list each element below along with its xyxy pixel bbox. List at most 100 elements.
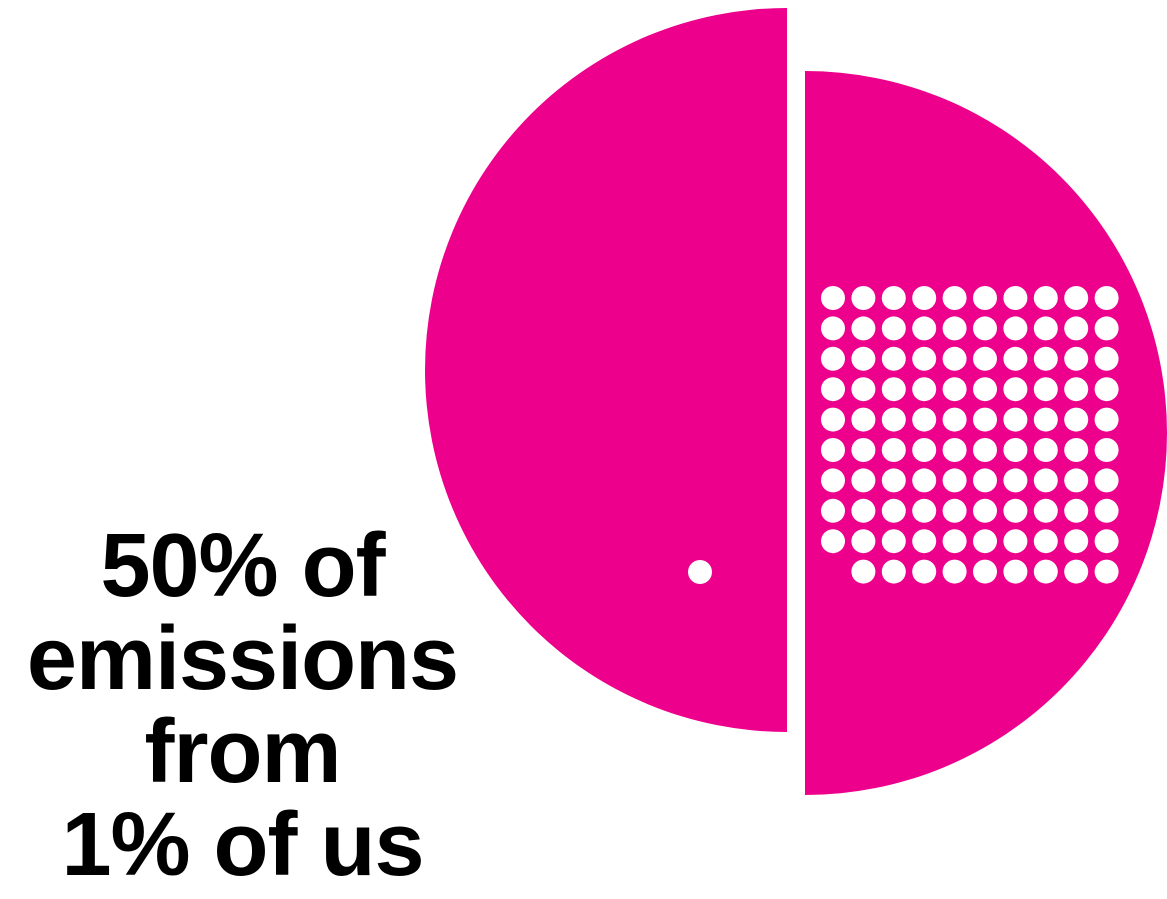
people-dots-top-1-percent xyxy=(688,560,712,584)
person-dot xyxy=(1003,408,1027,432)
person-dot xyxy=(943,377,967,401)
person-dot xyxy=(943,347,967,371)
person-dot xyxy=(943,286,967,310)
person-dot xyxy=(1003,347,1027,371)
person-dot xyxy=(851,560,875,584)
person-dot xyxy=(851,499,875,523)
person-dot xyxy=(1095,377,1119,401)
person-dot xyxy=(943,468,967,492)
person-dot xyxy=(973,499,997,523)
person-dot xyxy=(882,499,906,523)
person-dot xyxy=(1003,468,1027,492)
person-dot xyxy=(943,408,967,432)
person-dot xyxy=(882,316,906,340)
person-dot xyxy=(1064,468,1088,492)
person-dot xyxy=(851,316,875,340)
person-dot xyxy=(1003,499,1027,523)
person-dot xyxy=(1034,529,1058,553)
person-dot xyxy=(943,316,967,340)
person-dot xyxy=(1095,499,1119,523)
headline-line-2: emissions xyxy=(0,613,485,706)
person-dot xyxy=(1003,316,1027,340)
person-dot xyxy=(943,499,967,523)
person-dot xyxy=(851,529,875,553)
person-dot xyxy=(912,377,936,401)
person-dot xyxy=(821,499,845,523)
person-dot xyxy=(882,560,906,584)
person-dot xyxy=(973,316,997,340)
person-dot xyxy=(912,347,936,371)
person-dot xyxy=(1064,377,1088,401)
person-dot xyxy=(882,286,906,310)
person-dot xyxy=(821,286,845,310)
person-dot xyxy=(1003,377,1027,401)
person-dot xyxy=(973,408,997,432)
person-dot xyxy=(912,468,936,492)
person-dot xyxy=(912,316,936,340)
person-dot xyxy=(1034,468,1058,492)
person-dot xyxy=(1095,408,1119,432)
person-dot xyxy=(1095,347,1119,371)
person-dot xyxy=(851,408,875,432)
person-dot xyxy=(912,560,936,584)
person-dot xyxy=(973,438,997,462)
person-dot xyxy=(1095,529,1119,553)
person-dot xyxy=(882,408,906,432)
person-dot xyxy=(973,286,997,310)
person-dot xyxy=(973,468,997,492)
person-dot xyxy=(1095,286,1119,310)
person-dot xyxy=(821,377,845,401)
person-dot xyxy=(1003,529,1027,553)
person-dot xyxy=(912,499,936,523)
person-dot xyxy=(851,438,875,462)
person-dot xyxy=(1095,560,1119,584)
person-dot xyxy=(1064,438,1088,462)
person-dot xyxy=(821,438,845,462)
headline-line-3: from xyxy=(0,706,485,799)
person-dot xyxy=(912,286,936,310)
person-dot xyxy=(1034,438,1058,462)
person-dot xyxy=(943,438,967,462)
person-dot xyxy=(1034,408,1058,432)
person-dot xyxy=(973,529,997,553)
person-dot xyxy=(1003,560,1027,584)
person-dot xyxy=(943,529,967,553)
person-dot xyxy=(851,347,875,371)
person-dot xyxy=(1003,286,1027,310)
person-dot xyxy=(1095,438,1119,462)
person-dot xyxy=(882,438,906,462)
person-dot xyxy=(821,408,845,432)
person-dot xyxy=(973,560,997,584)
person-dot xyxy=(882,529,906,553)
person-dot xyxy=(821,347,845,371)
pie-slice-other-99-percent xyxy=(805,71,1167,795)
person-dot xyxy=(973,377,997,401)
person-dot xyxy=(943,560,967,584)
person-dot xyxy=(882,468,906,492)
person-dot xyxy=(688,560,712,584)
person-dot xyxy=(1095,468,1119,492)
person-dot xyxy=(1064,560,1088,584)
person-dot xyxy=(1034,499,1058,523)
headline-line-1: 50% of xyxy=(0,520,485,613)
person-dot xyxy=(1095,316,1119,340)
person-dot xyxy=(1064,529,1088,553)
person-dot xyxy=(851,286,875,310)
person-dot xyxy=(912,529,936,553)
headline-line-4: 1% of us xyxy=(0,799,485,892)
person-dot xyxy=(973,347,997,371)
person-dot xyxy=(1034,316,1058,340)
person-dot xyxy=(882,347,906,371)
person-dot xyxy=(1064,408,1088,432)
person-dot xyxy=(1034,347,1058,371)
person-dot xyxy=(1064,499,1088,523)
person-dot xyxy=(821,316,845,340)
person-dot xyxy=(912,438,936,462)
headline: 50% of emissions from 1% of us xyxy=(0,520,485,892)
person-dot xyxy=(1034,377,1058,401)
person-dot xyxy=(1003,438,1027,462)
person-dot xyxy=(1064,347,1088,371)
person-dot xyxy=(1034,286,1058,310)
person-dot xyxy=(1064,286,1088,310)
person-dot xyxy=(821,468,845,492)
